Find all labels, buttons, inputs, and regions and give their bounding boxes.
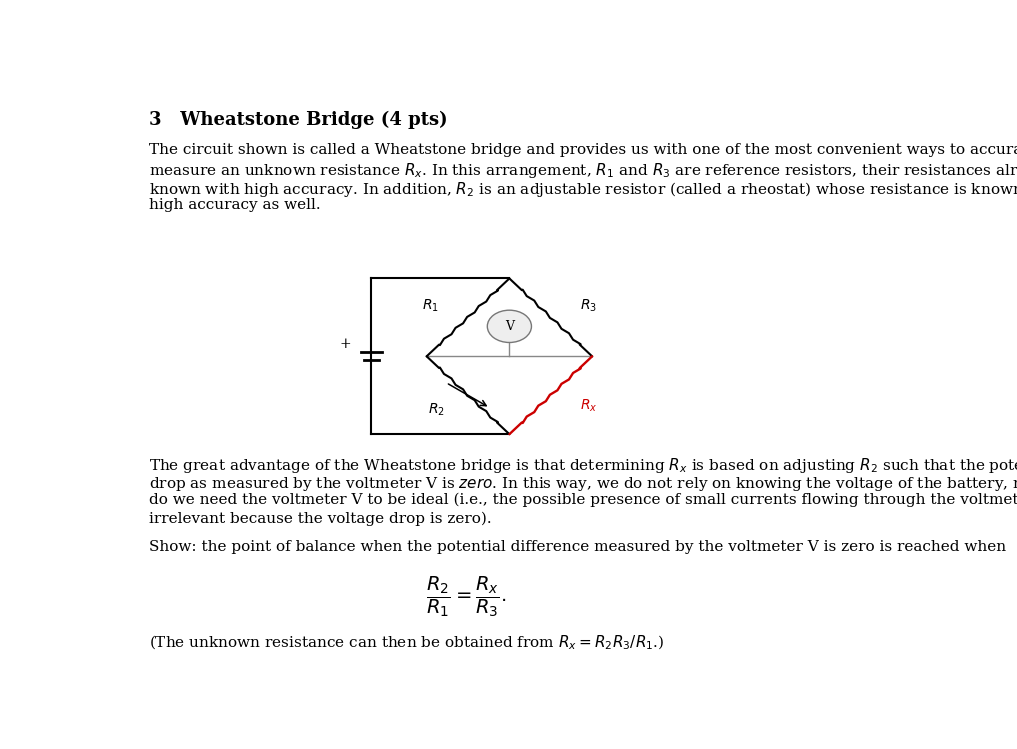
- Text: irrelevant because the voltage drop is zero).: irrelevant because the voltage drop is z…: [149, 512, 492, 526]
- Text: $\dfrac{R_2}{R_1} = \dfrac{R_x}{R_3}.$: $\dfrac{R_2}{R_1} = \dfrac{R_x}{R_3}.$: [426, 574, 506, 619]
- Text: do we need the voltmeter V to be ideal (i.e., the possible presence of small cur: do we need the voltmeter V to be ideal (…: [149, 493, 1017, 507]
- Text: 3   Wheatstone Bridge (4 pts): 3 Wheatstone Bridge (4 pts): [149, 111, 447, 130]
- Text: $R_1$: $R_1$: [422, 297, 438, 314]
- Text: measure an unknown resistance $R_x$. In this arrangement, $R_1$ and $R_3$ are re: measure an unknown resistance $R_x$. In …: [149, 161, 1017, 181]
- Text: drop as measured by the voltmeter V is $\mathit{zero}$. In this way, we do not r: drop as measured by the voltmeter V is $…: [149, 475, 1017, 493]
- Text: +: +: [340, 337, 351, 351]
- Text: Show: the point of balance when the potential difference measured by the voltmet: Show: the point of balance when the pote…: [149, 540, 1006, 554]
- Text: $R_x$: $R_x$: [580, 398, 597, 414]
- Text: V: V: [504, 320, 514, 333]
- Text: The circuit shown is called a Wheatstone bridge and provides us with one of the : The circuit shown is called a Wheatstone…: [149, 143, 1017, 157]
- Text: (The unknown resistance can then be obtained from $R_x = R_2R_3/R_1$.): (The unknown resistance can then be obta…: [149, 634, 665, 652]
- Text: high accuracy as well.: high accuracy as well.: [149, 198, 320, 212]
- Text: known with high accuracy. In addition, $R_2$ is an adjustable resistor (called a: known with high accuracy. In addition, $…: [149, 180, 1017, 198]
- Text: The great advantage of the Wheatstone bridge is that determining $R_x$ is based : The great advantage of the Wheatstone br…: [149, 456, 1017, 475]
- Circle shape: [487, 310, 532, 342]
- Text: $R_3$: $R_3$: [580, 297, 597, 314]
- Text: $R_2$: $R_2$: [428, 401, 444, 418]
